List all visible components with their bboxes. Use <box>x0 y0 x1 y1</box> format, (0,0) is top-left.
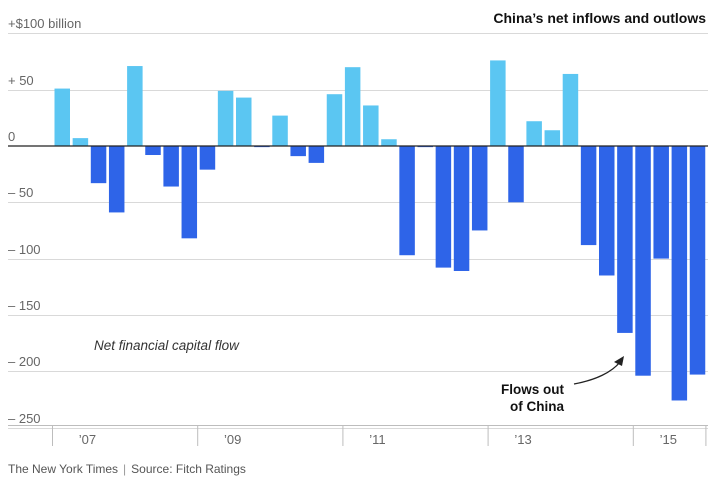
bar <box>272 115 288 146</box>
bar <box>599 146 615 276</box>
bar <box>381 139 397 146</box>
bar <box>90 146 107 184</box>
annotation-arrow-line <box>573 361 621 385</box>
footer-source-text: Source: Fitch Ratings <box>131 462 246 476</box>
bar <box>653 146 669 259</box>
bar <box>163 146 179 187</box>
bar <box>127 66 143 146</box>
bar <box>181 146 198 239</box>
bar <box>145 146 161 156</box>
bar <box>635 146 651 376</box>
bar <box>508 146 524 203</box>
y-tick-label-neg50: – 50 <box>8 185 34 201</box>
footer-separator: | <box>123 462 127 476</box>
x-tick-label-2011: ’11 <box>369 432 386 447</box>
bar <box>199 146 216 170</box>
bar <box>580 146 597 246</box>
bar <box>108 146 125 213</box>
bar <box>217 90 234 146</box>
bar <box>308 146 325 163</box>
y-tick-label-neg250: – 250 <box>8 410 41 426</box>
bar <box>72 138 89 146</box>
annotation-flows-out: Flows out of China <box>492 381 564 415</box>
series-label: Net financial capital flow <box>94 338 239 353</box>
bar <box>689 146 706 375</box>
annotation-arrow-head <box>614 356 624 366</box>
y-tick-label-neg200: – 200 <box>8 354 41 370</box>
bar <box>617 146 633 333</box>
chart-title: China’s net inflows and outlows <box>493 10 706 26</box>
y-tick-label-100: +$100 billion <box>8 16 82 32</box>
x-tick-label-2013: ’13 <box>514 432 532 447</box>
bar <box>236 97 252 146</box>
x-tick-label-2015: ’15 <box>659 432 677 447</box>
bar <box>471 146 488 231</box>
y-tick-label-50: + 50 <box>8 72 34 88</box>
x-tick-label-2007: ’07 <box>78 432 97 447</box>
x-tick-label-2009: ’09 <box>224 432 242 447</box>
bar <box>54 88 70 146</box>
footer-publisher: The New York Times <box>8 462 119 476</box>
annotation-line-2: of China <box>510 399 564 414</box>
bar <box>453 146 470 271</box>
bar <box>399 146 415 256</box>
bar <box>562 73 579 146</box>
bar <box>526 121 542 146</box>
bar <box>344 67 361 146</box>
bar <box>490 60 506 146</box>
annotation-line-1: Flows out <box>501 382 564 397</box>
bar <box>435 146 452 268</box>
bar <box>363 105 379 146</box>
y-tick-label-neg150: – 150 <box>8 297 41 313</box>
bar <box>290 146 306 157</box>
bar <box>326 94 343 146</box>
bar <box>544 130 561 146</box>
footer-source: The New York Times | Source: Fitch Ratings <box>8 462 246 476</box>
y-tick-label-0: 0 <box>8 129 16 144</box>
bar <box>671 146 688 401</box>
y-tick-label-neg100: – 100 <box>8 241 41 257</box>
